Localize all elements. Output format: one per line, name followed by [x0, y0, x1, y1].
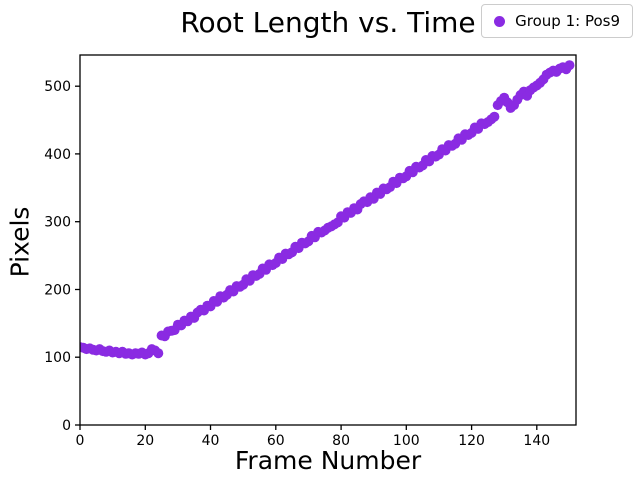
- x-axis-ticks: 0 20 40 60 80 100 120 140: [76, 425, 550, 449]
- legend-label: Group 1: Pos9: [515, 12, 620, 30]
- x-tick-label: 100: [393, 433, 420, 449]
- data-point: [564, 60, 575, 71]
- x-tick-label: 0: [76, 433, 85, 449]
- axes-box: [79, 54, 577, 426]
- y-tick-label: 500: [44, 79, 71, 95]
- x-tick-label: 20: [136, 433, 154, 449]
- y-tick-label: 300: [44, 215, 71, 231]
- y-tick-label: 0: [62, 418, 71, 434]
- y-tick-label: 400: [44, 147, 71, 163]
- data-points: [80, 60, 575, 360]
- data-point: [489, 111, 500, 122]
- x-tick-label: 60: [267, 433, 285, 449]
- x-tick-label: 140: [523, 433, 550, 449]
- chart-title: Root Length vs. Time: [180, 6, 476, 39]
- legend-marker-icon: [494, 15, 506, 27]
- x-tick-label: 80: [332, 433, 350, 449]
- data-point: [153, 348, 164, 359]
- x-tick-label: 120: [458, 433, 485, 449]
- y-axis-ticks: 0 100 200 300 400 500: [44, 79, 80, 434]
- y-tick-label: 100: [44, 350, 71, 366]
- x-axis-label: Frame Number: [234, 446, 422, 475]
- x-tick-label: 40: [202, 433, 220, 449]
- y-axis-label: Pixels: [5, 206, 35, 278]
- y-tick-label: 200: [44, 283, 71, 299]
- legend: Group 1: Pos9: [481, 4, 633, 38]
